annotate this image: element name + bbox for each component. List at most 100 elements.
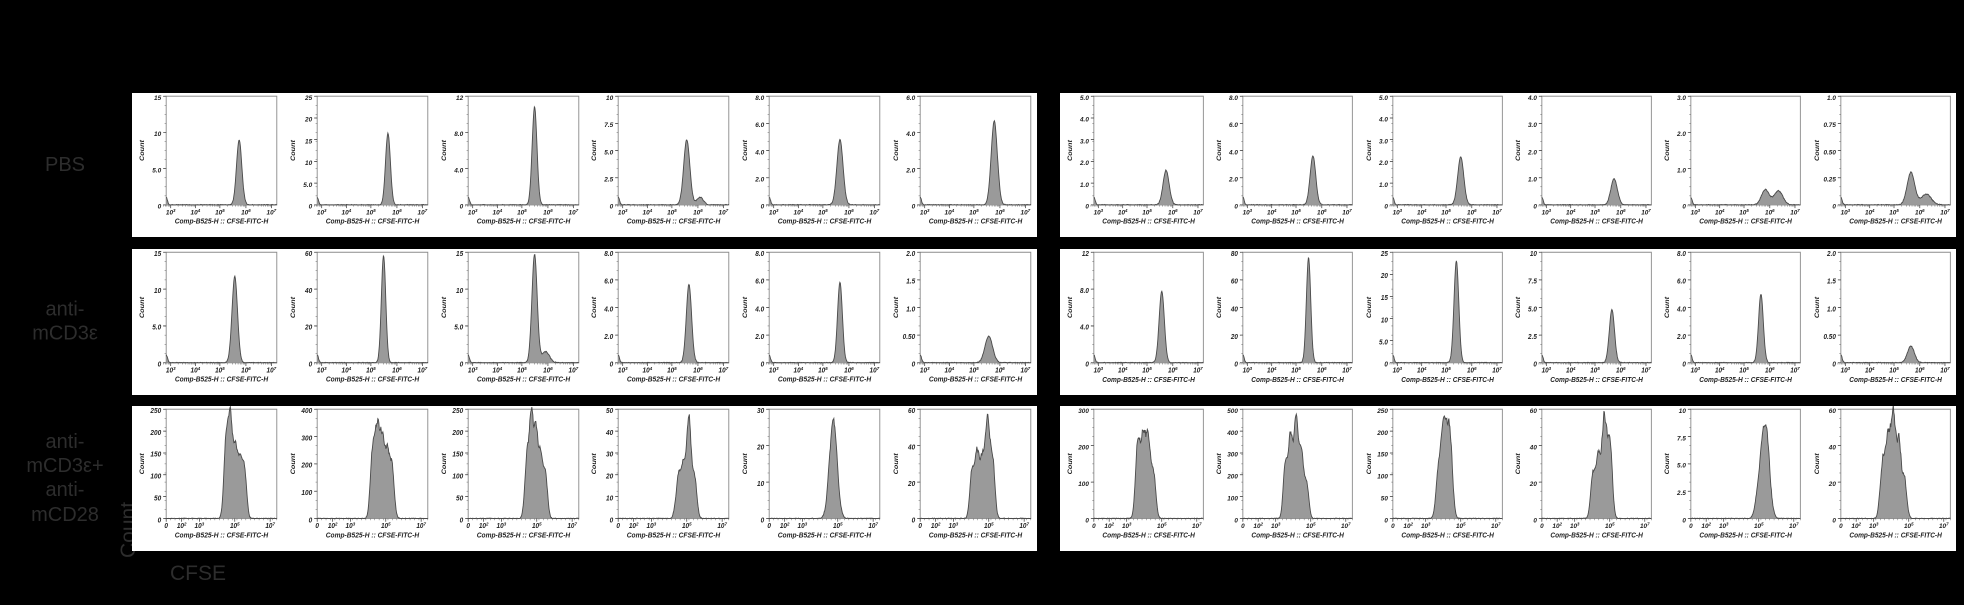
svg-text:0: 0 <box>158 517 162 524</box>
svg-text:50: 50 <box>456 495 463 502</box>
svg-text:6.0: 6.0 <box>605 278 614 285</box>
svg-text:1.0: 1.0 <box>1827 94 1836 101</box>
svg-text:Count: Count <box>441 453 448 475</box>
svg-text:200: 200 <box>1077 444 1089 451</box>
svg-text:0: 0 <box>158 203 162 210</box>
svg-text:Count: Count <box>1814 453 1821 475</box>
svg-text:0.25: 0.25 <box>1823 176 1836 183</box>
svg-text:0: 0 <box>912 517 916 524</box>
svg-text:300: 300 <box>1228 452 1239 459</box>
svg-text:1.0: 1.0 <box>1379 181 1388 188</box>
svg-text:Comp-B525-H :: CFSE-FITC-H: Comp-B525-H :: CFSE-FITC-H <box>627 218 722 225</box>
svg-text:Count: Count <box>592 453 599 475</box>
svg-text:Comp-B525-H :: CFSE-FITC-H: Comp-B525-H :: CFSE-FITC-H <box>1102 532 1196 539</box>
svg-text:50: 50 <box>1380 495 1387 502</box>
svg-text:60: 60 <box>1530 408 1537 415</box>
svg-text:30: 30 <box>606 452 613 459</box>
svg-text:Count: Count <box>1515 139 1522 161</box>
svg-text:60: 60 <box>305 251 312 258</box>
svg-text:25: 25 <box>1379 251 1387 258</box>
svg-text:15: 15 <box>456 251 463 258</box>
svg-text:Comp-B525-H :: CFSE-FITC-H: Comp-B525-H :: CFSE-FITC-H <box>1550 218 1644 225</box>
svg-text:Comp-B525-H :: CFSE-FITC-H: Comp-B525-H :: CFSE-FITC-H <box>1849 532 1943 539</box>
svg-text:Comp-B525-H :: CFSE-FITC-H: Comp-B525-H :: CFSE-FITC-H <box>175 218 270 225</box>
svg-text:15: 15 <box>305 138 312 145</box>
svg-text:2.0: 2.0 <box>755 334 765 341</box>
svg-text:2.5: 2.5 <box>1527 334 1537 341</box>
svg-text:Comp-B525-H :: CFSE-FITC-H: Comp-B525-H :: CFSE-FITC-H <box>627 532 721 539</box>
svg-text:Comp-B525-H :: CFSE-FITC-H: Comp-B525-H :: CFSE-FITC-H <box>1401 532 1495 539</box>
svg-text:1.0: 1.0 <box>1677 167 1686 174</box>
svg-text:0: 0 <box>308 203 312 210</box>
svg-text:2.5: 2.5 <box>604 176 614 183</box>
svg-text:0: 0 <box>912 361 916 368</box>
svg-text:Count: Count <box>743 453 750 475</box>
svg-text:Count: Count <box>1814 139 1821 161</box>
svg-text:Comp-B525-H :: CFSE-FITC-H: Comp-B525-H :: CFSE-FITC-H <box>1849 218 1943 225</box>
svg-text:250: 250 <box>149 408 161 415</box>
svg-text:Comp-B525-H :: CFSE-FITC-H: Comp-B525-H :: CFSE-FITC-H <box>1700 218 1794 225</box>
svg-text:Count: Count <box>290 139 297 161</box>
svg-text:3.0: 3.0 <box>1528 122 1537 129</box>
svg-text:2.0: 2.0 <box>905 167 915 174</box>
svg-text:Comp-B525-H :: CFSE-FITC-H: Comp-B525-H :: CFSE-FITC-H <box>929 218 1024 225</box>
svg-text:Count: Count <box>591 296 599 318</box>
svg-text:Comp-B525-H :: CFSE-FITC-H: Comp-B525-H :: CFSE-FITC-H <box>778 376 872 383</box>
svg-text:40: 40 <box>1529 444 1537 451</box>
svg-text:8.0: 8.0 <box>756 94 765 101</box>
svg-text:Comp-B525-H :: CFSE-FITC-H: Comp-B525-H :: CFSE-FITC-H <box>778 532 872 539</box>
svg-text:0: 0 <box>1533 517 1537 524</box>
svg-text:4.0: 4.0 <box>1079 324 1089 331</box>
svg-text:0: 0 <box>1092 523 1096 530</box>
svg-text:10: 10 <box>1380 317 1387 324</box>
svg-text:0: 0 <box>466 523 470 530</box>
svg-text:20: 20 <box>1529 481 1537 488</box>
svg-text:Count: Count <box>1067 139 1074 161</box>
svg-text:Comp-B525-H :: CFSE-FITC-H: Comp-B525-H :: CFSE-FITC-H <box>326 532 420 539</box>
svg-text:15: 15 <box>1380 295 1387 302</box>
svg-text:100: 100 <box>301 490 312 497</box>
svg-text:4.0: 4.0 <box>1228 149 1238 156</box>
svg-text:4.0: 4.0 <box>1079 116 1089 123</box>
svg-text:Count: Count <box>1515 453 1522 475</box>
svg-text:300: 300 <box>301 435 312 442</box>
svg-text:0: 0 <box>1241 523 1245 530</box>
svg-text:200: 200 <box>451 430 463 437</box>
svg-text:2.0: 2.0 <box>1676 334 1686 341</box>
svg-text:5.0: 5.0 <box>605 149 614 156</box>
svg-text:1.0: 1.0 <box>1080 181 1089 188</box>
svg-text:4.0: 4.0 <box>453 167 463 174</box>
svg-text:Count: Count <box>1216 139 1223 161</box>
svg-text:Comp-B525-H :: CFSE-FITC-H: Comp-B525-H :: CFSE-FITC-H <box>326 218 421 225</box>
svg-text:150: 150 <box>150 452 161 459</box>
svg-text:0: 0 <box>1384 203 1388 210</box>
svg-text:Count: Count <box>893 139 900 161</box>
svg-text:1.0: 1.0 <box>906 306 915 313</box>
svg-text:Comp-B525-H :: CFSE-FITC-H: Comp-B525-H :: CFSE-FITC-H <box>1102 376 1196 383</box>
svg-text:12: 12 <box>456 94 463 101</box>
svg-text:Count: Count <box>1216 296 1223 318</box>
svg-text:0: 0 <box>1540 523 1544 530</box>
svg-text:60: 60 <box>908 408 915 415</box>
svg-text:12: 12 <box>1082 251 1089 258</box>
svg-text:0: 0 <box>1235 203 1239 210</box>
svg-text:Comp-B525-H :: CFSE-FITC-H: Comp-B525-H :: CFSE-FITC-H <box>929 376 1023 383</box>
svg-text:150: 150 <box>452 452 463 459</box>
svg-text:Count: Count <box>893 453 900 475</box>
svg-text:0: 0 <box>164 523 168 530</box>
svg-text:5.0: 5.0 <box>1080 94 1089 101</box>
svg-text:0: 0 <box>459 361 463 368</box>
svg-text:Count: Count <box>1216 453 1223 475</box>
svg-text:6.0: 6.0 <box>756 278 765 285</box>
svg-text:4.0: 4.0 <box>1378 116 1388 123</box>
svg-text:50: 50 <box>606 408 613 415</box>
svg-text:0: 0 <box>1391 523 1395 530</box>
svg-text:Count: Count <box>1814 296 1821 318</box>
svg-text:2.0: 2.0 <box>1826 251 1836 258</box>
svg-text:0: 0 <box>1832 517 1836 524</box>
svg-text:Count: Count <box>1664 139 1671 161</box>
svg-text:Count: Count <box>1366 453 1373 475</box>
svg-text:Comp-B525-H :: CFSE-FITC-H: Comp-B525-H :: CFSE-FITC-H <box>175 376 269 383</box>
svg-text:60: 60 <box>1828 408 1835 415</box>
svg-text:2.0: 2.0 <box>755 176 765 183</box>
